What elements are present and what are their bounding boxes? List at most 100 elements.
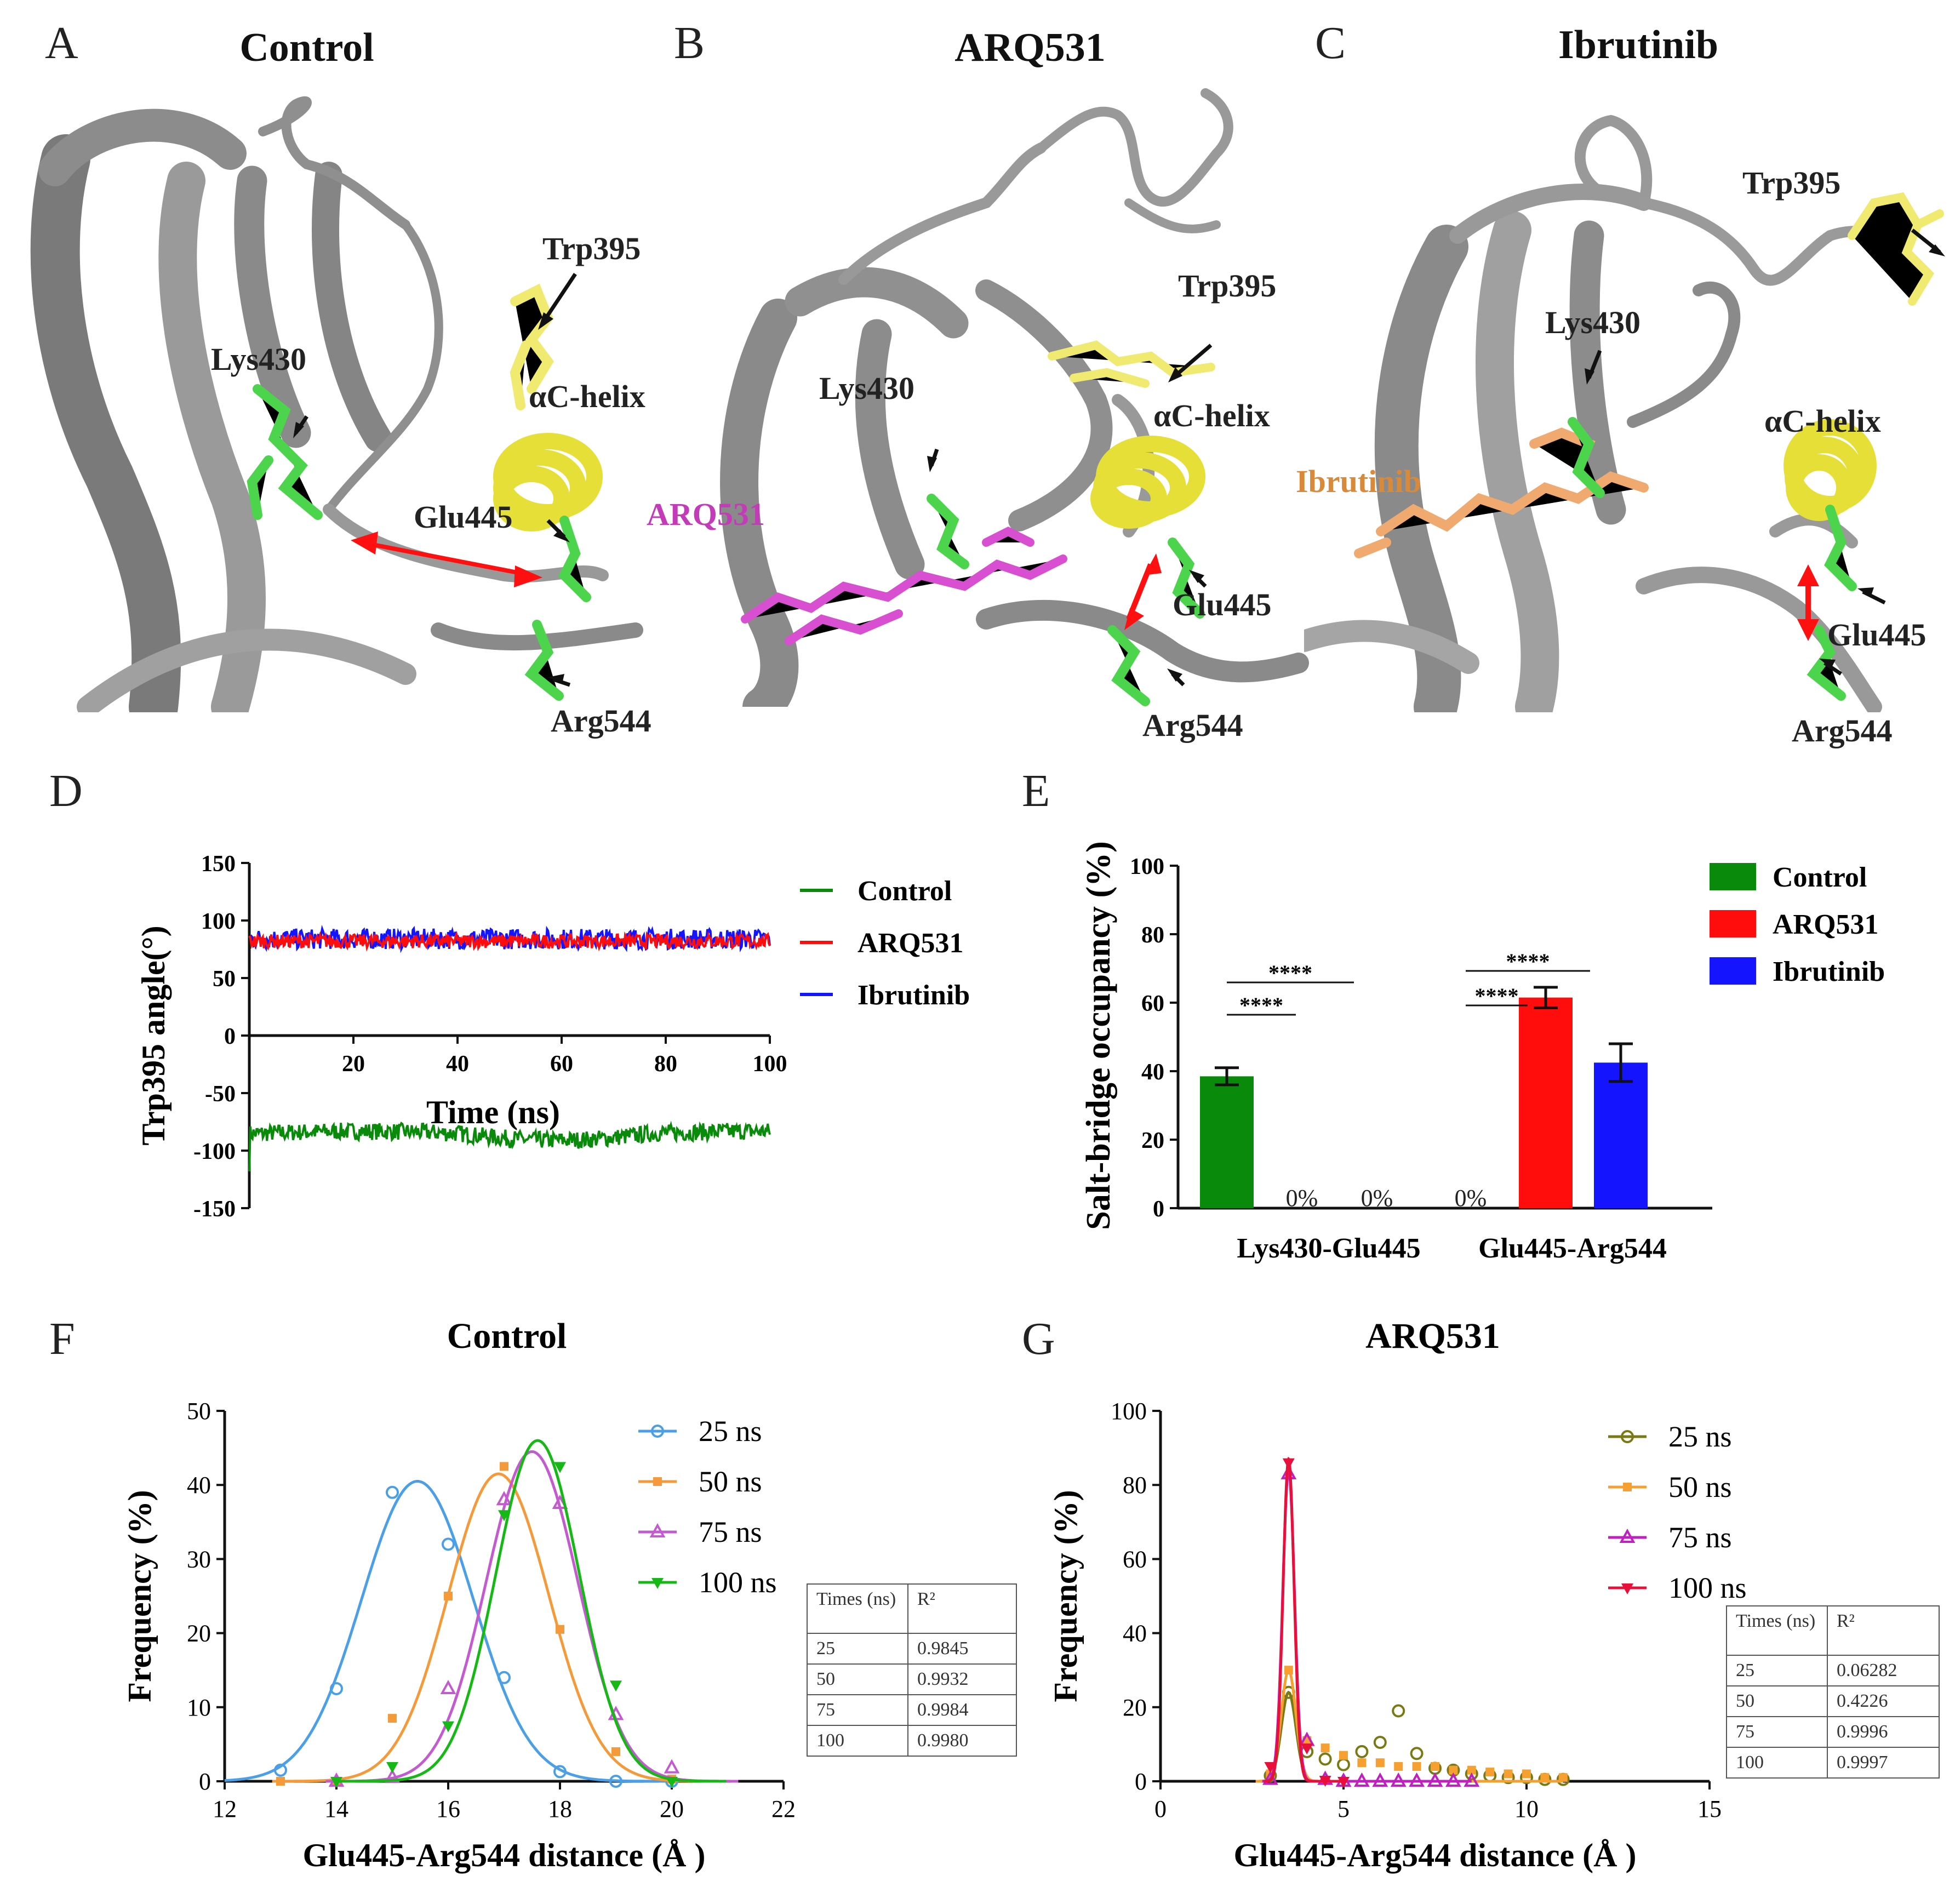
- chart-title: Control: [447, 1316, 567, 1356]
- table-f-header-r2: R²: [907, 1583, 1017, 1634]
- y-tick-label: 20: [187, 1620, 211, 1647]
- table-g-header-r2: R²: [1827, 1605, 1940, 1656]
- data-point: [442, 1537, 455, 1551]
- data-point: [330, 1777, 342, 1788]
- y-tick-label: 60: [1141, 991, 1164, 1016]
- x-tick-label: 22: [771, 1796, 796, 1822]
- y-tick-label: 150: [201, 851, 236, 877]
- label-b-ligand: ARQ531: [647, 496, 765, 532]
- data-point: [1558, 1773, 1568, 1782]
- table-f-cell: 25: [807, 1633, 908, 1665]
- beta-sheet-a3: [158, 162, 266, 712]
- data-point: [1390, 1772, 1407, 1787]
- significance-label: ****: [1268, 960, 1312, 985]
- x-axis-label: Time (ns): [426, 1094, 560, 1130]
- data-point: [1337, 1777, 1350, 1788]
- label-a-arg544: Arg544: [551, 703, 651, 739]
- y-tick-label: 100: [201, 909, 236, 934]
- legend-label: 25 ns: [1668, 1420, 1732, 1453]
- legend-marker: [651, 1425, 664, 1438]
- data-point: [1319, 1775, 1331, 1787]
- legend-label: 75 ns: [1668, 1521, 1732, 1554]
- label-b-trp395: Trp395: [1178, 268, 1277, 304]
- legend-label: 50 ns: [1668, 1471, 1732, 1503]
- data-point: [498, 1510, 510, 1522]
- label-a-glu445: Glu445: [414, 499, 513, 535]
- legend-label: 100 ns: [699, 1566, 777, 1599]
- data-point: [1431, 1762, 1439, 1771]
- fit-curve-75ns: [1262, 1466, 1472, 1783]
- data-point: [1410, 1747, 1424, 1760]
- table-g-cell: 75: [1726, 1716, 1828, 1748]
- data-point: [610, 1680, 622, 1692]
- legend-swatch: [1710, 910, 1756, 937]
- chart-e: 0 20 40 60 80 100 Salt-bridge occupancy (%) Lys…: [1080, 841, 1885, 1264]
- loop-a4: [431, 622, 643, 651]
- legend-marker: [1623, 1483, 1632, 1491]
- data-point: [1354, 1772, 1370, 1787]
- loop-a1: [258, 96, 410, 230]
- x-tick-label: 14: [324, 1796, 348, 1822]
- x-tick-label: 60: [550, 1051, 573, 1077]
- x-tick-label: 18: [548, 1796, 572, 1822]
- data-point: [609, 1775, 622, 1788]
- legend-marker: [1621, 1583, 1633, 1594]
- panel-a-title: Control: [239, 25, 374, 70]
- x-tick-label: 10: [1514, 1796, 1539, 1822]
- y-tick-label: 30: [187, 1546, 211, 1573]
- table-g-r2: Times (ns) R² 25 0.06282 50 0.4226 75 0.9996…: [1726, 1605, 1940, 1779]
- data-point: [1357, 1758, 1367, 1768]
- panel-letter-f: F: [49, 1313, 75, 1364]
- data-point: [386, 1762, 398, 1773]
- y-tick-label: 50: [213, 967, 236, 992]
- data-point: [276, 1777, 285, 1786]
- loop-a5: [77, 628, 416, 712]
- data-point: [384, 1769, 401, 1783]
- fit-curve-50ns: [272, 1472, 725, 1783]
- y-tick-label: -150: [193, 1197, 236, 1222]
- data-point: [440, 1679, 456, 1694]
- y-tick-label: 0: [199, 1768, 211, 1795]
- chart-f: Control 0 10 20 30 40 50 12 14 16 18 20 22 Glu445-Arg…: [122, 1316, 796, 1873]
- table-f-cell: 0.9845: [907, 1633, 1017, 1665]
- data-point: [386, 1485, 399, 1499]
- legend-label: 25 ns: [699, 1415, 762, 1448]
- significance-label: ****: [1475, 984, 1519, 1008]
- table-f-cell: 0.9980: [907, 1725, 1017, 1757]
- panel-letter-e: E: [1022, 765, 1050, 816]
- legend-label: ARQ531: [1773, 909, 1879, 940]
- x-tick-label: 100: [753, 1051, 787, 1077]
- legend-label: Ibrutinib: [858, 980, 970, 1011]
- data-point: [274, 1763, 287, 1777]
- label-b-arg544: Arg544: [1142, 707, 1243, 743]
- panel-letter-b: B: [674, 18, 705, 68]
- legend-marker: [651, 1578, 664, 1589]
- y-axis-label: Trp395 angle(°): [135, 925, 172, 1145]
- bar-arq531: [1519, 997, 1573, 1208]
- data-point: [1504, 1769, 1513, 1779]
- data-point: [666, 1777, 678, 1788]
- table-g-cell: 0.06282: [1827, 1655, 1940, 1686]
- data-point: [1321, 1743, 1330, 1753]
- data-point: [554, 1462, 566, 1473]
- data-point: [556, 1625, 564, 1634]
- label-c-arg544: Arg544: [1792, 713, 1893, 748]
- x-tick-label: 5: [1337, 1796, 1350, 1822]
- data-point: [1392, 1704, 1405, 1718]
- table-g-cell: 0.9997: [1827, 1747, 1940, 1779]
- data-point: [1282, 1458, 1295, 1470]
- legend-label: Control: [858, 876, 952, 907]
- table-f-cell: 100: [807, 1725, 908, 1757]
- zero-label: 0%: [1361, 1185, 1393, 1211]
- data-point: [1337, 1758, 1350, 1771]
- y-tick-label: 20: [1123, 1694, 1147, 1721]
- data-point: [1284, 1666, 1293, 1675]
- data-point: [1318, 1752, 1332, 1766]
- data-point: [1301, 1743, 1313, 1755]
- table-g-cell: 25: [1726, 1655, 1828, 1686]
- y-tick-label: 100: [1111, 1398, 1147, 1425]
- table-g-cell: 100: [1726, 1747, 1828, 1779]
- data-point: [1373, 1736, 1387, 1749]
- label-c-lys430: Lys430: [1545, 305, 1641, 340]
- significance-label: ****: [1239, 993, 1283, 1017]
